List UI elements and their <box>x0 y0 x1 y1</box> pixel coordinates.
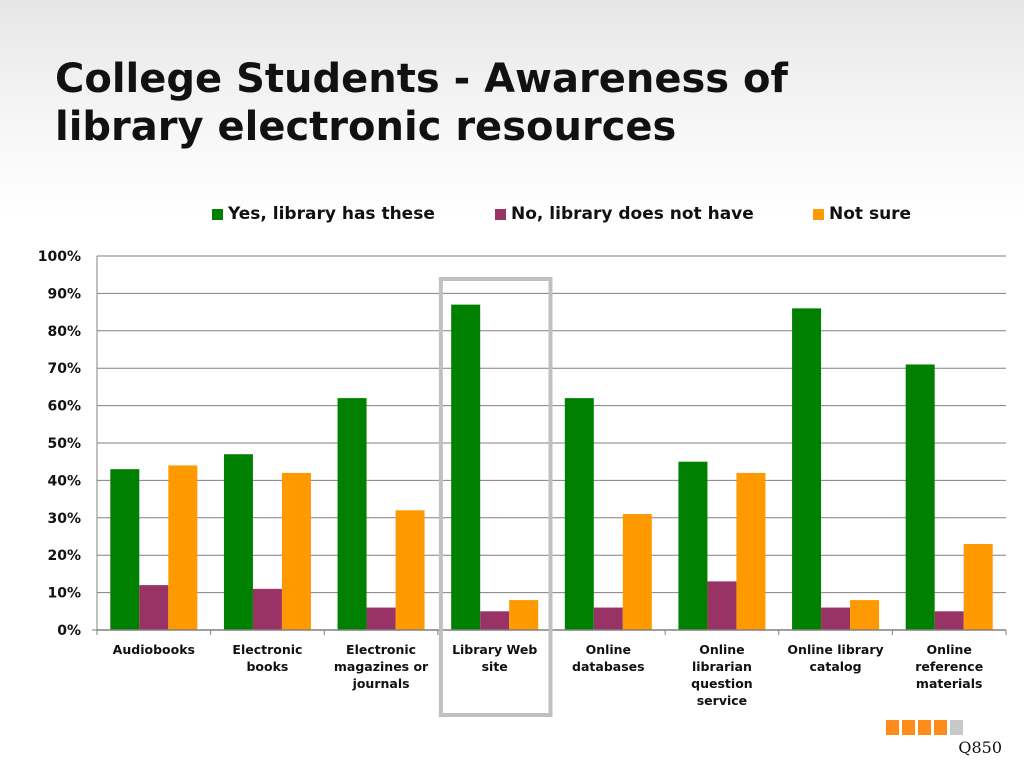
x-category-label: Online <box>586 642 631 657</box>
bar <box>707 581 737 630</box>
x-category-label: books <box>246 659 288 674</box>
x-category-label: service <box>697 693 747 708</box>
x-category-label: question <box>691 676 753 691</box>
x-category-label: site <box>482 659 508 674</box>
bar <box>223 454 253 630</box>
x-category-label: magazines or <box>334 659 429 674</box>
legend-swatch-no <box>495 208 506 220</box>
bar <box>509 600 539 630</box>
bar <box>480 611 510 630</box>
bar <box>593 607 623 630</box>
y-tick-label: 90% <box>47 286 81 302</box>
y-tick-label: 10% <box>47 586 81 602</box>
bar <box>905 364 935 630</box>
y-tick-label: 20% <box>47 548 81 564</box>
x-category-label: reference <box>915 659 983 674</box>
bar <box>821 607 851 630</box>
bar <box>850 600 880 630</box>
legend-label-yes: Yes, library has these <box>228 204 435 224</box>
question-code: Q850 <box>958 738 1002 757</box>
bar <box>963 543 993 630</box>
title-line-1: College Students - Awareness of <box>55 56 788 102</box>
legend-label-no: No, library does not have <box>511 204 754 224</box>
x-category-label: journals <box>352 676 410 691</box>
x-category-label: materials <box>916 676 983 691</box>
x-category-label: Electronic <box>346 642 416 657</box>
y-tick-label: 50% <box>47 436 81 452</box>
bar <box>281 472 311 630</box>
x-category-label: Online <box>699 642 744 657</box>
legend-item-no: No, library does not have <box>495 204 754 224</box>
bar <box>110 469 140 630</box>
bar <box>451 304 481 630</box>
legend-swatch-not-sure <box>813 208 824 220</box>
y-tick-label: 70% <box>47 361 81 377</box>
x-category-label: Audiobooks <box>113 642 195 657</box>
progress-square-4 <box>934 720 947 735</box>
bar <box>139 585 169 630</box>
y-tick-label: 30% <box>47 511 81 527</box>
bar <box>678 461 708 630</box>
legend-label-not-sure: Not sure <box>829 204 912 224</box>
title-line-2: library electronic resources <box>55 104 677 150</box>
legend-item-not-sure: Not sure <box>813 204 911 224</box>
y-tick-label: 60% <box>47 399 81 415</box>
y-tick-label: 80% <box>47 324 81 340</box>
bar <box>792 308 822 630</box>
progress-square-2 <box>902 720 915 735</box>
y-tick-label: 100% <box>38 249 81 265</box>
legend-swatch-yes <box>212 208 223 220</box>
y-tick-label: 40% <box>47 473 81 489</box>
progress-indicator <box>886 720 963 735</box>
bar <box>366 607 396 630</box>
x-category-label: catalog <box>810 659 862 674</box>
bar <box>564 398 594 630</box>
bar <box>252 588 282 630</box>
highlight-box <box>438 277 553 717</box>
slide-title: College Students - Awareness of library … <box>55 55 955 151</box>
y-tick-label: 0% <box>57 623 81 639</box>
bar <box>395 510 425 630</box>
bar <box>934 611 964 630</box>
legend-item-yes: Yes, library has these <box>212 204 435 224</box>
x-category-label: Library Web <box>452 642 537 657</box>
bar <box>168 465 198 630</box>
x-category-label: databases <box>572 659 645 674</box>
progress-square-3 <box>918 720 931 735</box>
x-category-label: Electronic <box>232 642 302 657</box>
x-category-label: librarian <box>692 659 752 674</box>
bar <box>736 472 766 630</box>
bar <box>337 398 367 630</box>
progress-square-5 <box>950 720 963 735</box>
chart-legend: Yes, library has these No, library does … <box>0 204 1024 228</box>
x-category-label: Online library <box>787 642 883 657</box>
bar <box>622 514 652 630</box>
progress-square-1 <box>886 720 899 735</box>
x-category-label: Online <box>926 642 971 657</box>
